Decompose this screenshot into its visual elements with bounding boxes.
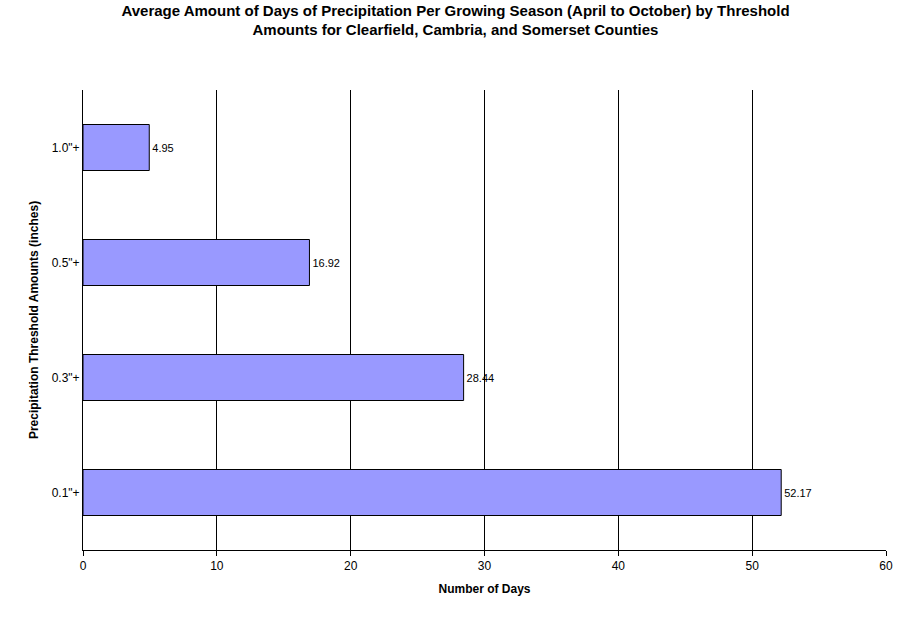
svg-text:0.1"+: 0.1"+ (52, 486, 80, 500)
svg-text:28.44: 28.44 (467, 372, 495, 384)
svg-text:Number of Days: Number of Days (438, 582, 530, 596)
svg-text:20: 20 (344, 559, 358, 573)
svg-text:40: 40 (612, 559, 626, 573)
svg-text:4.95: 4.95 (152, 142, 173, 154)
svg-text:60: 60 (879, 559, 893, 573)
svg-text:0: 0 (80, 559, 87, 573)
svg-text:0.3"+: 0.3"+ (52, 371, 80, 385)
svg-text:Average Amount of Days of Prec: Average Amount of Days of Precipitation … (121, 2, 789, 39)
svg-text:Precipitation Threshold Amount: Precipitation Threshold Amounts (inches) (27, 201, 41, 439)
svg-text:50: 50 (745, 559, 759, 573)
svg-text:10: 10 (210, 559, 224, 573)
svg-text:30: 30 (478, 559, 492, 573)
svg-text:52.17: 52.17 (784, 487, 812, 499)
svg-text:16.92: 16.92 (312, 257, 340, 269)
svg-text:0.5"+: 0.5"+ (52, 256, 80, 270)
svg-text:1.0"+: 1.0"+ (52, 141, 80, 155)
